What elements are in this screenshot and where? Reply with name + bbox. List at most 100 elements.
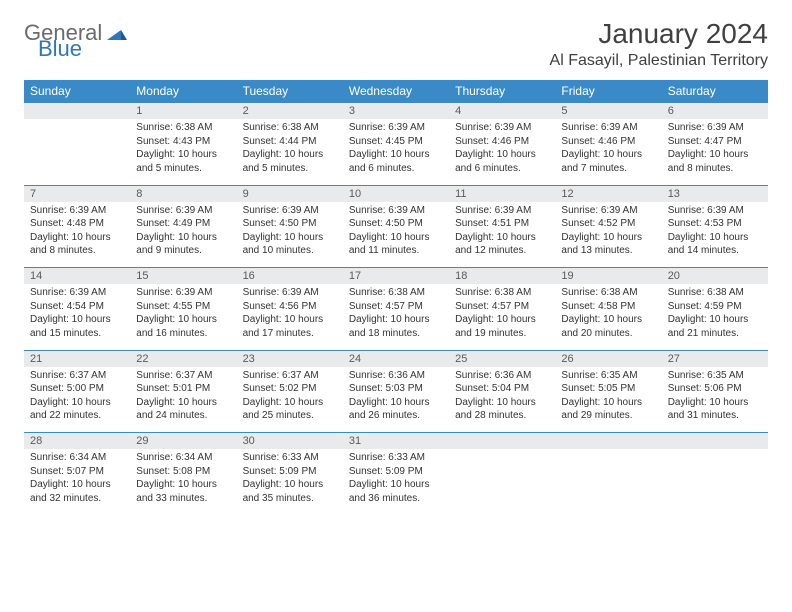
day-info-line: Daylight: 10 hours bbox=[243, 396, 337, 410]
day-content-cell: Sunrise: 6:34 AMSunset: 5:07 PMDaylight:… bbox=[24, 449, 130, 515]
weekday-header: Saturday bbox=[662, 80, 768, 103]
day-info-line: and 6 minutes. bbox=[349, 162, 443, 176]
day-info-line: and 18 minutes. bbox=[349, 327, 443, 341]
day-number-row: 21222324252627 bbox=[24, 350, 768, 367]
day-content-cell: Sunrise: 6:39 AMSunset: 4:50 PMDaylight:… bbox=[343, 202, 449, 268]
day-info-line: Sunrise: 6:39 AM bbox=[561, 204, 655, 218]
day-info-line: Sunset: 4:44 PM bbox=[243, 135, 337, 149]
day-number-cell: 18 bbox=[449, 268, 555, 285]
day-info-line: Daylight: 10 hours bbox=[349, 396, 443, 410]
day-number-row: 123456 bbox=[24, 103, 768, 120]
day-info-line: Sunrise: 6:39 AM bbox=[349, 204, 443, 218]
day-info-line: Sunrise: 6:39 AM bbox=[136, 286, 230, 300]
day-info-line: Daylight: 10 hours bbox=[30, 231, 124, 245]
day-info-line: Sunset: 5:05 PM bbox=[561, 382, 655, 396]
brand-logo: General Blue bbox=[24, 18, 127, 60]
day-number-cell bbox=[662, 433, 768, 450]
day-content-cell: Sunrise: 6:33 AMSunset: 5:09 PMDaylight:… bbox=[343, 449, 449, 515]
day-info-line: Sunset: 4:52 PM bbox=[561, 217, 655, 231]
day-content-cell: Sunrise: 6:39 AMSunset: 4:49 PMDaylight:… bbox=[130, 202, 236, 268]
day-content-cell: Sunrise: 6:37 AMSunset: 5:02 PMDaylight:… bbox=[237, 367, 343, 433]
day-number-cell: 4 bbox=[449, 103, 555, 120]
day-number-cell: 14 bbox=[24, 268, 130, 285]
day-info-line: Daylight: 10 hours bbox=[668, 313, 762, 327]
day-info-line: and 10 minutes. bbox=[243, 244, 337, 258]
day-info-line: Daylight: 10 hours bbox=[349, 148, 443, 162]
day-info-line: Sunrise: 6:39 AM bbox=[455, 121, 549, 135]
day-number-cell bbox=[555, 433, 661, 450]
day-info-line: Sunset: 5:02 PM bbox=[243, 382, 337, 396]
day-content-cell bbox=[24, 119, 130, 185]
day-info-line: Sunset: 5:00 PM bbox=[30, 382, 124, 396]
weekday-header: Sunday bbox=[24, 80, 130, 103]
weekday-header: Wednesday bbox=[343, 80, 449, 103]
day-info-line: Daylight: 10 hours bbox=[136, 396, 230, 410]
day-info-line: Sunset: 5:09 PM bbox=[243, 465, 337, 479]
day-info-line: Sunset: 4:55 PM bbox=[136, 300, 230, 314]
weekday-header: Friday bbox=[555, 80, 661, 103]
day-content-cell: Sunrise: 6:39 AMSunset: 4:46 PMDaylight:… bbox=[555, 119, 661, 185]
day-content-cell: Sunrise: 6:37 AMSunset: 5:00 PMDaylight:… bbox=[24, 367, 130, 433]
day-info-line: Daylight: 10 hours bbox=[349, 478, 443, 492]
day-content-cell: Sunrise: 6:39 AMSunset: 4:48 PMDaylight:… bbox=[24, 202, 130, 268]
day-content-cell: Sunrise: 6:39 AMSunset: 4:47 PMDaylight:… bbox=[662, 119, 768, 185]
weekday-header: Tuesday bbox=[237, 80, 343, 103]
day-number-cell: 23 bbox=[237, 350, 343, 367]
weekday-header-row: Sunday Monday Tuesday Wednesday Thursday… bbox=[24, 80, 768, 103]
day-number-cell: 3 bbox=[343, 103, 449, 120]
day-number-cell: 8 bbox=[130, 185, 236, 202]
day-info-line: and 24 minutes. bbox=[136, 409, 230, 423]
day-info-line: Sunrise: 6:38 AM bbox=[349, 286, 443, 300]
day-info-line: Daylight: 10 hours bbox=[455, 396, 549, 410]
day-info-line: and 26 minutes. bbox=[349, 409, 443, 423]
day-info-line: Daylight: 10 hours bbox=[30, 478, 124, 492]
title-block: January 2024 Al Fasayil, Palestinian Ter… bbox=[550, 18, 768, 70]
logo-word-2: Blue bbox=[38, 38, 127, 60]
day-info-line: Sunrise: 6:39 AM bbox=[349, 121, 443, 135]
day-info-line: Sunrise: 6:35 AM bbox=[668, 369, 762, 383]
day-info-line: Sunset: 5:08 PM bbox=[136, 465, 230, 479]
day-info-line: and 19 minutes. bbox=[455, 327, 549, 341]
day-info-line: Sunrise: 6:39 AM bbox=[243, 204, 337, 218]
day-info-line: Sunset: 4:59 PM bbox=[668, 300, 762, 314]
day-number-cell: 29 bbox=[130, 433, 236, 450]
day-content-row: Sunrise: 6:39 AMSunset: 4:48 PMDaylight:… bbox=[24, 202, 768, 268]
day-number-cell: 2 bbox=[237, 103, 343, 120]
day-info-line: Sunset: 4:48 PM bbox=[30, 217, 124, 231]
day-info-line: Sunrise: 6:39 AM bbox=[136, 204, 230, 218]
day-info-line: Sunrise: 6:36 AM bbox=[455, 369, 549, 383]
day-content-cell: Sunrise: 6:36 AMSunset: 5:03 PMDaylight:… bbox=[343, 367, 449, 433]
day-content-row: Sunrise: 6:37 AMSunset: 5:00 PMDaylight:… bbox=[24, 367, 768, 433]
day-content-cell: Sunrise: 6:39 AMSunset: 4:56 PMDaylight:… bbox=[237, 284, 343, 350]
day-number-cell: 24 bbox=[343, 350, 449, 367]
day-info-line: and 11 minutes. bbox=[349, 244, 443, 258]
day-info-line: Daylight: 10 hours bbox=[668, 148, 762, 162]
day-content-cell bbox=[555, 449, 661, 515]
day-content-cell: Sunrise: 6:36 AMSunset: 5:04 PMDaylight:… bbox=[449, 367, 555, 433]
day-number-cell: 1 bbox=[130, 103, 236, 120]
day-info-line: and 13 minutes. bbox=[561, 244, 655, 258]
day-content-row: Sunrise: 6:34 AMSunset: 5:07 PMDaylight:… bbox=[24, 449, 768, 515]
day-info-line: Sunset: 4:51 PM bbox=[455, 217, 549, 231]
day-content-cell: Sunrise: 6:35 AMSunset: 5:05 PMDaylight:… bbox=[555, 367, 661, 433]
day-info-line: Sunrise: 6:39 AM bbox=[561, 121, 655, 135]
day-info-line: and 20 minutes. bbox=[561, 327, 655, 341]
day-number-cell: 28 bbox=[24, 433, 130, 450]
day-info-line: Daylight: 10 hours bbox=[561, 396, 655, 410]
day-content-row: Sunrise: 6:38 AMSunset: 4:43 PMDaylight:… bbox=[24, 119, 768, 185]
day-info-line: and 36 minutes. bbox=[349, 492, 443, 506]
day-info-line: and 22 minutes. bbox=[30, 409, 124, 423]
day-info-line: Sunrise: 6:35 AM bbox=[561, 369, 655, 383]
day-number-cell: 21 bbox=[24, 350, 130, 367]
day-info-line: Sunrise: 6:33 AM bbox=[243, 451, 337, 465]
day-info-line: Sunrise: 6:38 AM bbox=[561, 286, 655, 300]
day-content-cell: Sunrise: 6:34 AMSunset: 5:08 PMDaylight:… bbox=[130, 449, 236, 515]
day-info-line: Sunrise: 6:39 AM bbox=[30, 204, 124, 218]
day-info-line: and 16 minutes. bbox=[136, 327, 230, 341]
day-info-line: and 5 minutes. bbox=[243, 162, 337, 176]
day-number-cell: 7 bbox=[24, 185, 130, 202]
day-info-line: Daylight: 10 hours bbox=[243, 478, 337, 492]
day-info-line: Daylight: 10 hours bbox=[30, 396, 124, 410]
day-number-cell: 5 bbox=[555, 103, 661, 120]
day-info-line: and 5 minutes. bbox=[136, 162, 230, 176]
